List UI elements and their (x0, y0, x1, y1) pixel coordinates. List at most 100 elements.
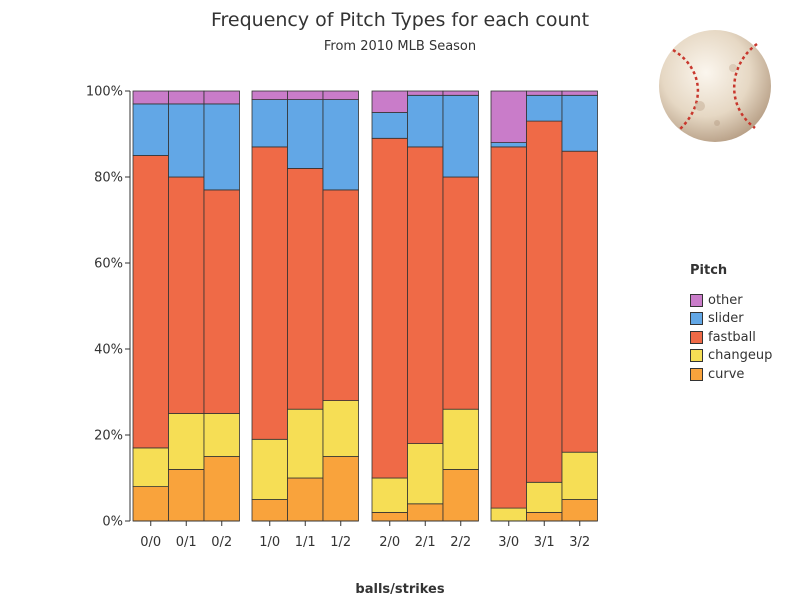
legend-item-other: other (690, 291, 772, 310)
bar-segment-other (526, 90, 563, 96)
bar-segment-changeup (561, 451, 598, 500)
bar-segment-other (442, 90, 479, 96)
y-tick-label: 20% (94, 429, 123, 444)
bar-segment-fastball (251, 146, 288, 440)
legend-label: curve (708, 366, 745, 382)
bar-segment-changeup (490, 507, 527, 522)
bar-segment-changeup (407, 443, 444, 505)
bar-segment-other (287, 90, 324, 101)
y-tick-label: 80% (94, 171, 123, 186)
bar-segment-other (407, 90, 444, 96)
bar-segment-curve (287, 477, 324, 522)
legend: Pitch other slider fastball changeup curve (690, 263, 772, 384)
legend-label: fastball (708, 329, 756, 345)
legend-title: Pitch (690, 263, 728, 278)
bar-segment-slider (442, 94, 479, 178)
bar-segment-other (203, 90, 240, 105)
bar-segment-curve (132, 486, 169, 522)
bar-segment-fastball (561, 150, 598, 453)
x-tick-label: 3/1 (534, 535, 555, 550)
bar-segment-curve (526, 512, 563, 522)
bar-segment-other (561, 90, 598, 96)
bar-segment-other (168, 90, 205, 105)
bar-segment-fastball (203, 189, 240, 414)
bar-segment-curve (407, 503, 444, 522)
x-tick-label: 3/2 (569, 535, 590, 550)
bar-segment-other (132, 90, 169, 105)
bar-segment-fastball (287, 167, 324, 410)
x-tick-label: 3/0 (498, 535, 519, 550)
bar-segment-slider (203, 103, 240, 191)
bar-segment-fastball (526, 120, 563, 483)
legend-swatch (690, 349, 703, 363)
bar-segment-changeup (287, 408, 324, 479)
bar-segment-fastball (371, 137, 408, 479)
x-tick-label: 1/1 (295, 535, 316, 550)
bar-segment-slider (561, 94, 598, 152)
bar-segment-slider (168, 103, 205, 178)
legend-label: changeup (708, 348, 773, 364)
y-tick-label: 100% (86, 85, 123, 100)
legend-swatch (690, 330, 703, 344)
bar-segment-changeup (322, 400, 359, 457)
legend-label: other (708, 292, 743, 308)
bar-segment-slider (407, 94, 444, 148)
bar-segment-fastball (168, 176, 205, 414)
bar-segment-slider (490, 142, 527, 148)
legend-swatch (690, 367, 703, 381)
bar-segment-changeup (132, 447, 169, 487)
bar-segment-slider (287, 99, 324, 169)
bar-segment-slider (251, 99, 288, 148)
bar-segment-fastball (322, 189, 359, 401)
bar-segment-curve (251, 499, 288, 522)
x-tick-label: 2/2 (450, 535, 471, 550)
x-tick-label: 0/2 (211, 535, 232, 550)
bar-segment-fastball (132, 155, 169, 449)
legend-label: slider (708, 311, 744, 327)
bar-segment-changeup (442, 408, 479, 470)
legend-item-changeup: changeup (690, 347, 772, 366)
bar-segment-changeup (371, 477, 408, 513)
chart-subtitle: From 2010 MLB Season (323, 39, 477, 54)
bar-segment-slider (322, 99, 359, 191)
bar-segment-changeup (203, 413, 240, 457)
y-tick-label: 0% (102, 515, 123, 530)
bar-segment-curve (561, 499, 598, 522)
bar-segment-slider (132, 103, 169, 156)
x-tick-label: 0/1 (176, 535, 197, 550)
legend-item-fastball: fastball (690, 328, 772, 347)
x-tick-label: 2/1 (415, 535, 436, 550)
y-tick-label: 60% (94, 257, 123, 272)
chart-title: Frequency of Pitch Types for each count (210, 9, 590, 31)
bar-segment-other (322, 90, 359, 101)
baseball-icon (659, 30, 771, 142)
bar-segment-changeup (251, 438, 288, 500)
legend-swatch (690, 293, 703, 307)
legend-item-curve: curve (690, 365, 772, 384)
bar-segment-other (490, 90, 527, 143)
x-tick-label: 2/0 (379, 535, 400, 550)
legend-swatch (690, 312, 703, 326)
bar-segment-changeup (168, 413, 205, 470)
bar-segment-fastball (490, 146, 527, 509)
y-tick-label: 40% (94, 343, 123, 358)
bar-segment-slider (371, 112, 408, 139)
bar-segment-curve (371, 512, 408, 522)
bar-segment-curve (203, 456, 240, 522)
bar-segment-curve (168, 468, 205, 522)
bar-segment-other (251, 90, 288, 101)
bar-segment-fastball (407, 146, 444, 445)
x-tick-label: 0/0 (140, 535, 161, 550)
x-tick-label: 1/2 (330, 535, 351, 550)
bar-segment-curve (322, 456, 359, 522)
bar-segment-fastball (442, 176, 479, 410)
legend-items: other slider fastball changeup curve (690, 291, 772, 384)
bar-segment-changeup (526, 481, 563, 513)
x-axis-label: balls/strikes (355, 582, 445, 597)
bar-segment-curve (442, 468, 479, 522)
bar-segment-slider (526, 94, 563, 122)
legend-item-slider: slider (690, 310, 772, 329)
bar-segment-other (371, 90, 408, 113)
x-tick-label: 1/0 (259, 535, 280, 550)
